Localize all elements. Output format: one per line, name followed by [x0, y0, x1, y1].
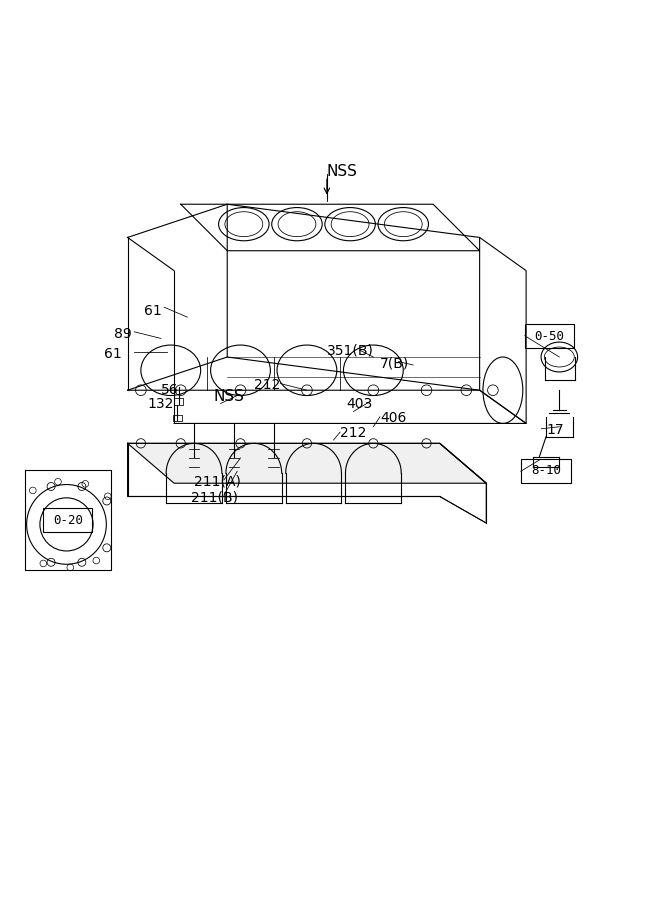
Text: 0-50: 0-50	[534, 329, 564, 343]
Text: 61: 61	[104, 346, 122, 361]
Text: 89: 89	[114, 327, 132, 341]
Text: 406: 406	[380, 411, 406, 425]
Text: 17: 17	[546, 423, 564, 437]
Text: 403: 403	[347, 397, 373, 410]
Polygon shape	[127, 444, 486, 483]
Text: 211(A): 211(A)	[194, 475, 241, 489]
Text: 212: 212	[340, 427, 367, 440]
Text: 8-10: 8-10	[531, 464, 561, 477]
Bar	[174, 398, 183, 405]
Text: 56: 56	[161, 383, 179, 397]
Text: 351(B): 351(B)	[327, 344, 374, 357]
Text: 0-20: 0-20	[53, 514, 83, 526]
Text: NSS: NSS	[214, 390, 245, 404]
Text: 212: 212	[253, 378, 280, 392]
Text: NSS: NSS	[327, 164, 358, 178]
Text: 61: 61	[144, 303, 162, 318]
Bar	[173, 415, 182, 421]
Text: 211(B): 211(B)	[191, 491, 237, 505]
Text: 7(B): 7(B)	[380, 356, 410, 371]
Text: 132: 132	[147, 397, 174, 410]
